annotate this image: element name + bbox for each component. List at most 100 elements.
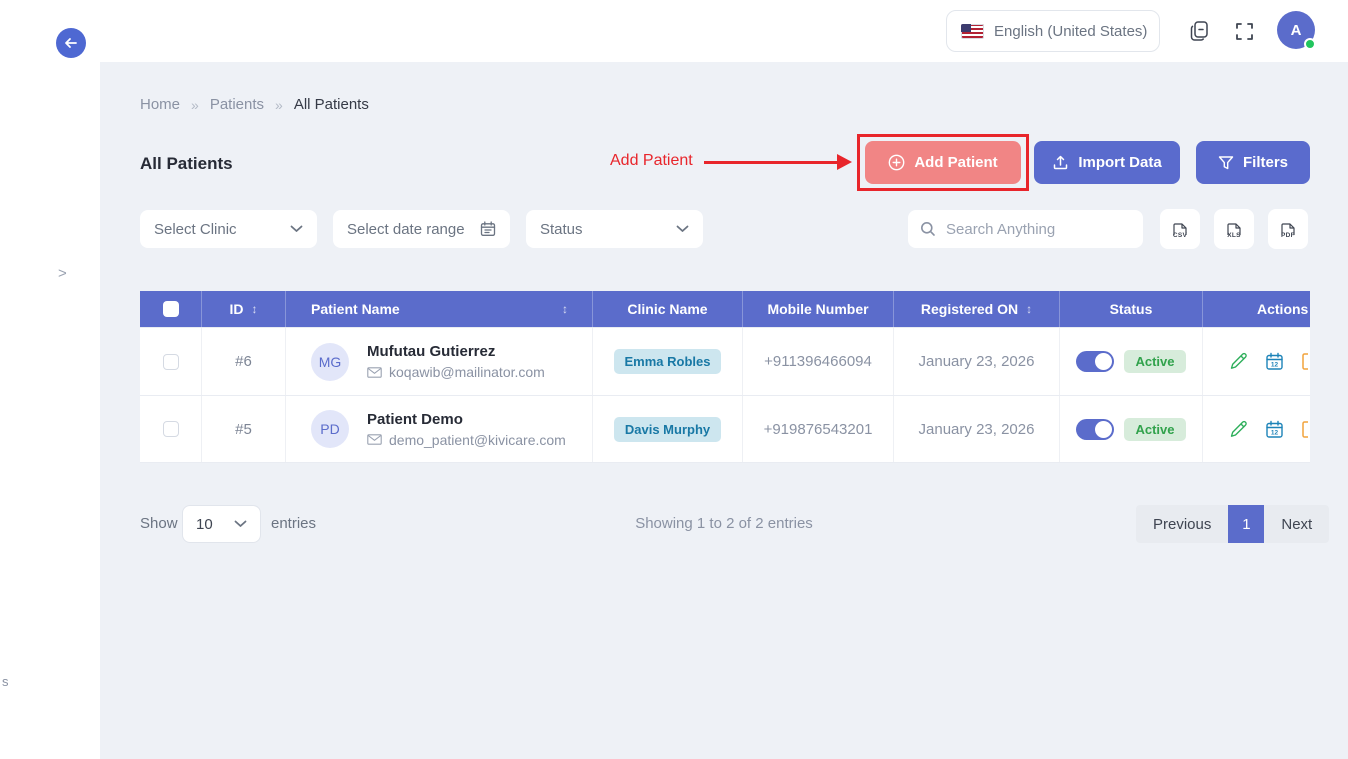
page-size-select[interactable]: 10: [182, 505, 261, 543]
sort-icon[interactable]: ↕: [1026, 302, 1033, 316]
status-badge: Active: [1124, 350, 1186, 373]
search-input[interactable]: [946, 220, 1116, 238]
file-icon: [1173, 223, 1187, 235]
export-xls-button[interactable]: XLS: [1214, 209, 1254, 249]
sort-icon[interactable]: ↕: [562, 302, 568, 316]
add-patient-label: Add Patient: [914, 154, 998, 171]
sort-icon[interactable]: ↕: [251, 302, 258, 316]
funnel-icon: [1218, 155, 1234, 169]
header-clinic-name: Clinic Name: [592, 291, 742, 327]
table-header-row: ID ↕ Patient Name ↕ Clinic Name Mobile N…: [140, 291, 1310, 327]
previous-page-button[interactable]: Previous: [1136, 505, 1228, 543]
clipped-action-button[interactable]: [1301, 352, 1310, 371]
breadcrumb-current: All Patients: [293, 96, 369, 113]
envelope-icon: [367, 366, 382, 378]
appointment-calendar-button[interactable]: 12: [1265, 420, 1284, 439]
import-data-button[interactable]: Import Data: [1034, 141, 1180, 184]
pencil-icon: [1230, 352, 1247, 369]
header-patient-name[interactable]: Patient Name ↕: [285, 291, 592, 327]
sidebar-collapsed: > s: [0, 62, 100, 759]
add-patient-button[interactable]: Add Patient: [865, 141, 1021, 184]
clipped-action-button[interactable]: [1301, 420, 1310, 439]
calendar-appointment-icon: 12: [1266, 352, 1283, 370]
online-status-dot: [1304, 38, 1316, 50]
edit-patient-button[interactable]: [1229, 420, 1248, 439]
filters-button[interactable]: Filters: [1196, 141, 1310, 184]
envelope-icon: [367, 434, 382, 445]
status-toggle[interactable]: [1076, 418, 1115, 440]
status-select-placeholder: Status: [540, 220, 583, 238]
status-badge: Active: [1124, 417, 1186, 441]
toggle-knob: [1095, 353, 1113, 370]
circled-plus-icon: [888, 154, 905, 171]
clinic-select-placeholder: Select Clinic: [154, 220, 237, 238]
export-csv-button[interactable]: CSV: [1160, 209, 1200, 249]
row-checkbox[interactable]: [162, 421, 179, 437]
mobile-number: +919876543201: [763, 420, 873, 438]
clinic-badge[interactable]: Emma Robles: [613, 349, 722, 374]
show-label: Show: [140, 515, 178, 532]
us-flag-icon: [961, 23, 984, 39]
clinic-select[interactable]: Select Clinic: [140, 210, 317, 248]
clinic-badge[interactable]: Davis Murphy: [613, 416, 722, 442]
file-icon: [1281, 223, 1295, 235]
export-pdf-button[interactable]: PDF: [1268, 209, 1308, 249]
pencil-icon: [1230, 420, 1247, 437]
current-page-button[interactable]: 1: [1228, 505, 1265, 543]
patient-email: demo_patient@kivicare.com: [389, 431, 566, 448]
table-row: #6 MG Mufutau Gutierrez koqawib@mailinat…: [140, 327, 1310, 395]
fullscreen-icon: [1235, 22, 1253, 40]
search-icon: [921, 222, 935, 236]
upload-icon: [1054, 155, 1068, 170]
clipped-action-icon: [1302, 353, 1308, 370]
patient-id: #5: [235, 420, 252, 438]
fullscreen-icon-button[interactable]: [1231, 18, 1257, 44]
annotation-arrowhead: [837, 154, 852, 170]
clipped-action-icon: [1302, 420, 1308, 438]
status-toggle[interactable]: [1076, 351, 1115, 372]
next-page-button[interactable]: Next: [1264, 505, 1329, 543]
annotation-arrow: [704, 161, 838, 164]
language-selector[interactable]: English (United States): [946, 10, 1160, 52]
header-registered-on[interactable]: Registered ON ↕: [893, 291, 1059, 327]
avatar-initial: A: [1290, 21, 1302, 39]
user-avatar[interactable]: A: [1277, 11, 1316, 50]
header-id[interactable]: ID ↕: [201, 291, 285, 327]
calendar-appointment-icon: 12: [1266, 420, 1283, 438]
chevron-down-icon: [234, 520, 247, 527]
annotation-label: Add Patient: [610, 152, 693, 169]
main-content: Home » Patients » All Patients All Patie…: [100, 62, 1348, 759]
page-size-value: 10: [196, 515, 213, 533]
table-row: #5 PD Patient Demo demo_patient@kivicare…: [140, 395, 1310, 463]
mobile-number: +911396466094: [764, 353, 872, 370]
svg-text:12: 12: [1271, 362, 1279, 369]
date-range-picker[interactable]: Select date range: [333, 210, 510, 248]
pagination: Previous 1 Next: [1136, 505, 1330, 543]
appointment-calendar-button[interactable]: 12: [1265, 352, 1284, 371]
breadcrumb: Home » Patients » All Patients: [140, 96, 369, 113]
registered-date: January 23, 2026: [918, 420, 1035, 438]
export-csv-label: CSV: [1172, 232, 1188, 239]
breadcrumb-separator: »: [191, 96, 199, 113]
breadcrumb-patients[interactable]: Patients: [209, 96, 265, 113]
breadcrumb-home[interactable]: Home: [140, 96, 181, 113]
sidebar-truncated-text: s: [2, 674, 9, 689]
status-select[interactable]: Status: [526, 210, 703, 248]
calendar-icon: [480, 221, 496, 236]
toggle-knob: [1095, 420, 1113, 438]
back-button[interactable]: [56, 28, 86, 58]
date-range-placeholder: Select date range: [347, 220, 465, 238]
annotation-highlight-box: [857, 134, 1029, 191]
export-xls-label: XLS: [1227, 232, 1241, 239]
registered-date: January 23, 2026: [918, 353, 1035, 370]
select-all-checkbox[interactable]: [162, 301, 179, 317]
header-actions: Actions: [1202, 291, 1310, 327]
edit-patient-button[interactable]: [1229, 352, 1248, 371]
row-checkbox[interactable]: [162, 353, 179, 370]
arrow-left-icon: [65, 38, 77, 48]
documents-icon-button[interactable]: [1186, 18, 1212, 44]
language-label: English (United States): [994, 22, 1148, 40]
patient-id: #6: [235, 353, 252, 370]
sidebar-expand-chevron[interactable]: >: [58, 265, 67, 282]
